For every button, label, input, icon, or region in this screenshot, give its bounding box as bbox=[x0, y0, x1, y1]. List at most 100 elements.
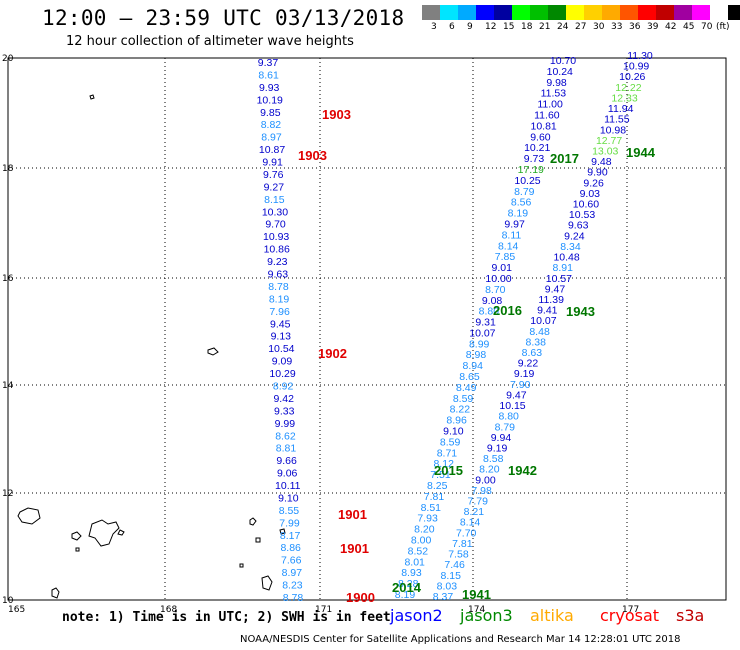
pass-time-label: 1900 bbox=[346, 590, 375, 605]
swh-value: 8.17 bbox=[280, 530, 301, 542]
lon-tick-label: 165 bbox=[8, 605, 25, 615]
swh-value: 10.15 bbox=[499, 400, 525, 412]
swh-value: 10.29 bbox=[269, 368, 295, 380]
swh-value: 8.25 bbox=[427, 480, 448, 492]
swh-value: 8.55 bbox=[279, 505, 300, 517]
lat-tick-label: 18 bbox=[2, 164, 14, 174]
swh-value: 10.93 bbox=[263, 231, 289, 243]
colorbar-tick-label: 42 bbox=[665, 22, 677, 32]
map-frame bbox=[7, 57, 727, 601]
island-coastline bbox=[17, 507, 41, 525]
swh-value: 10.86 bbox=[264, 244, 290, 256]
swh-value: 9.13 bbox=[271, 331, 292, 343]
legend-altika: altika bbox=[530, 606, 574, 625]
swh-value: 8.82 bbox=[261, 119, 282, 131]
lon-tick-label: 174 bbox=[468, 605, 485, 615]
swh-value: 7.66 bbox=[281, 555, 302, 567]
swh-value: 9.26 bbox=[583, 177, 604, 189]
swh-value: 8.97 bbox=[261, 132, 282, 144]
swh-value: 10.57 bbox=[546, 273, 572, 285]
island-coastline bbox=[261, 575, 273, 591]
pass-time-label: 1943 bbox=[566, 304, 595, 319]
swh-value: 8.51 bbox=[421, 502, 442, 514]
lat-tick-label: 20 bbox=[2, 54, 14, 64]
swh-value: 8.65 bbox=[459, 371, 480, 383]
swh-value: 9.94 bbox=[491, 432, 512, 444]
swh-value: 8.20 bbox=[479, 464, 500, 476]
swh-value: 8.81 bbox=[276, 443, 297, 455]
swh-value: 8.01 bbox=[404, 556, 425, 568]
swh-value: 11.39 bbox=[538, 294, 564, 306]
colorbar-swatch bbox=[620, 5, 638, 20]
swh-value: 12.22 bbox=[615, 82, 641, 94]
swh-value: 9.60 bbox=[530, 131, 551, 143]
swh-value: 11.55 bbox=[604, 114, 630, 126]
swh-value: 10.53 bbox=[569, 209, 595, 221]
legend-jason3: jason3 bbox=[460, 606, 513, 625]
swh-value: 9.41 bbox=[537, 305, 558, 317]
swh-value: 10.07 bbox=[469, 327, 495, 339]
swh-value: 10.11 bbox=[275, 480, 301, 492]
swh-value: 9.98 bbox=[546, 77, 567, 89]
island-coastline bbox=[255, 537, 261, 543]
swh-value: 10.87 bbox=[259, 144, 285, 156]
swh-value: 8.22 bbox=[450, 404, 471, 416]
lon-tick-label: 171 bbox=[315, 605, 332, 615]
swh-value: 9.19 bbox=[514, 368, 535, 380]
swh-value: 9.08 bbox=[482, 295, 503, 307]
swh-value: 8.63 bbox=[522, 347, 543, 359]
legend-jason2: jason2 bbox=[390, 606, 443, 625]
island-coastline bbox=[239, 563, 244, 568]
swh-value: 11.60 bbox=[534, 109, 560, 121]
swh-value: 8.23 bbox=[282, 580, 303, 592]
swh-value: 7.46 bbox=[444, 559, 465, 571]
swh-value: 9.47 bbox=[506, 389, 527, 401]
swh-value: 8.52 bbox=[408, 545, 429, 557]
lon-tick-label: 168 bbox=[160, 605, 177, 615]
pass-time-label: 1942 bbox=[508, 463, 537, 478]
swh-value: 13.03 bbox=[592, 145, 618, 157]
colorbar-tick-label: 33 bbox=[611, 22, 623, 32]
swh-value: 9.99 bbox=[275, 418, 296, 430]
swh-value: 7.81 bbox=[424, 491, 445, 503]
swh-value: 9.27 bbox=[264, 181, 285, 193]
swh-value: 8.19 bbox=[269, 293, 290, 305]
swh-value: 10.99 bbox=[623, 61, 649, 73]
swh-value: 8.98 bbox=[466, 349, 487, 361]
lat-tick-label: 14 bbox=[2, 381, 14, 391]
swh-value: 9.73 bbox=[524, 153, 545, 165]
island-coastline bbox=[117, 529, 125, 536]
swh-value: 17.19 bbox=[518, 164, 544, 176]
swh-value: 8.20 bbox=[414, 524, 435, 536]
lat-tick-label: 12 bbox=[2, 489, 13, 499]
pass-time-label: 1902 bbox=[318, 346, 347, 361]
pass-time-label: 1901 bbox=[340, 541, 369, 556]
island-coastline bbox=[279, 528, 286, 535]
footnote: note: 1) Time is in UTC; 2) SWH is in fe… bbox=[62, 610, 391, 625]
swh-value: 8.15 bbox=[441, 570, 462, 582]
swh-value: 9.00 bbox=[475, 474, 496, 486]
island-coastline bbox=[207, 347, 219, 356]
page-title: 12:00 – 23:59 UTC 03/13/2018 bbox=[42, 6, 405, 30]
swh-value: 8.79 bbox=[495, 421, 516, 433]
swh-value: 8.70 bbox=[485, 284, 506, 296]
swh-value: 10.81 bbox=[531, 120, 557, 132]
colorbar-tick-label: 27 bbox=[575, 22, 587, 32]
swh-value: 10.98 bbox=[600, 124, 626, 136]
swh-value: 8.12 bbox=[433, 458, 454, 470]
swh-value: 9.97 bbox=[504, 218, 525, 230]
swh-value: 10.07 bbox=[530, 315, 556, 327]
swh-value: 10.25 bbox=[514, 175, 540, 187]
colorbar-tick-label: 21 bbox=[539, 22, 551, 32]
swh-value: 8.91 bbox=[553, 262, 574, 274]
colorbar-swatch bbox=[512, 5, 530, 20]
colorbar-tick-label: 70 bbox=[701, 22, 713, 32]
swh-value: 8.00 bbox=[411, 535, 432, 547]
swh-value: 8.38 bbox=[525, 336, 546, 348]
colorbar-swatch bbox=[530, 5, 548, 20]
swh-value: 8.80 bbox=[479, 306, 500, 318]
swh-value: 8.15 bbox=[264, 194, 285, 206]
pass-time-label: 2017 bbox=[550, 151, 579, 166]
swh-value: 8.71 bbox=[437, 447, 458, 459]
